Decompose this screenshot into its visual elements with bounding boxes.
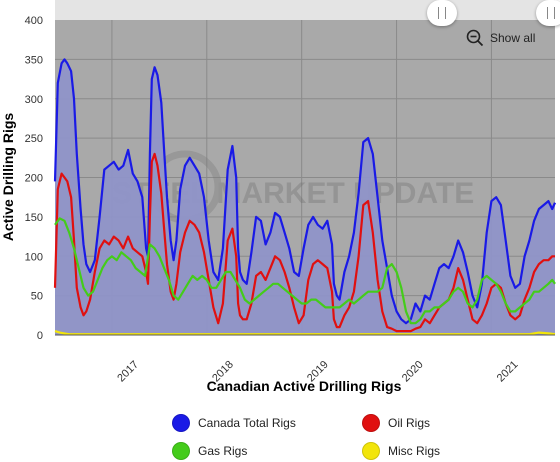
y-tick-label: 250 <box>25 133 43 145</box>
x-tick-label: 2021 <box>495 359 521 385</box>
legend-item-gas-rigs[interactable]: Gas Rigs <box>172 440 247 462</box>
series-line-gas-rigs[interactable] <box>54 217 556 325</box>
y-tick-label: 300 <box>25 94 43 106</box>
y-axis-title: Active Drilling Rigs <box>0 113 16 242</box>
zoom-out-icon <box>466 29 484 47</box>
legend-item-misc-rigs[interactable]: Misc Rigs <box>362 440 440 462</box>
series-layer <box>53 58 557 336</box>
y-tick-label: 150 <box>25 212 43 224</box>
legend-swatch <box>362 414 380 432</box>
legend: Canada Total Rigs Oil Rigs Gas Rigs Misc… <box>0 410 560 461</box>
range-handle-right[interactable] <box>536 0 560 26</box>
legend-swatch <box>172 442 190 460</box>
legend-label: Canada Total Rigs <box>198 416 296 430</box>
grip-icon <box>547 7 555 19</box>
x-tick-label: 2020 <box>400 359 426 385</box>
legend-swatch <box>172 414 190 432</box>
legend-label: Oil Rigs <box>388 416 431 430</box>
navigator-band <box>55 0 555 20</box>
legend-label: Gas Rigs <box>198 444 248 458</box>
show-all-label: Show all <box>490 31 536 45</box>
show-all-button[interactable]: Show all <box>466 26 535 50</box>
range-handle-left[interactable] <box>427 0 457 26</box>
series-line-canada-total-rigs[interactable] <box>53 58 557 325</box>
y-tick-label: 400 <box>25 15 43 27</box>
x-axis-title: Canadian Active Drilling Rigs <box>207 378 402 394</box>
legend-swatch <box>362 442 380 460</box>
y-tick-label: 50 <box>31 291 43 303</box>
y-tick-label: 200 <box>25 173 43 185</box>
legend-item-oil-rigs[interactable]: Oil Rigs <box>362 412 430 434</box>
legend-item-canada-total-rigs[interactable]: Canada Total Rigs <box>172 412 296 434</box>
y-tick-label: 0 <box>37 330 43 342</box>
grip-icon <box>438 7 446 19</box>
legend-label: Misc Rigs <box>388 444 441 458</box>
series-area-canada-total-rigs <box>55 59 555 336</box>
watermark-text-steel-market: STEEL MARKET UPDATE <box>112 177 474 210</box>
series-line-oil-rigs[interactable] <box>53 152 555 333</box>
y-tick-label: 350 <box>25 54 43 66</box>
y-tick-label: 100 <box>25 251 43 263</box>
x-tick-label: 2017 <box>115 359 141 385</box>
series-line-misc-rigs[interactable] <box>54 330 556 336</box>
